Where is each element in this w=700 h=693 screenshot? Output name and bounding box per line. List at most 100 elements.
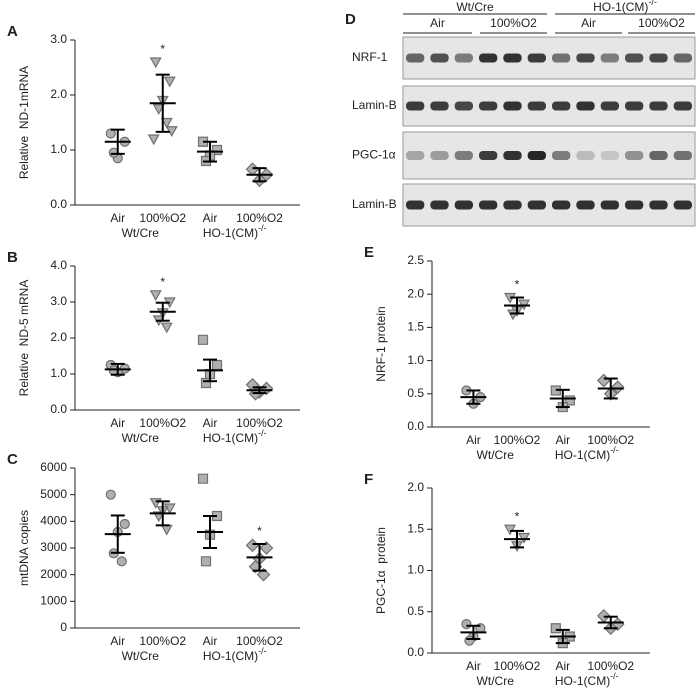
significance-mark: * (257, 524, 262, 538)
blot-band (503, 101, 522, 111)
group-name: HO-1(CM) (555, 448, 610, 462)
y-tick-label: 4.0 (50, 258, 67, 272)
blot-band (649, 53, 668, 63)
group-name: HO-1(CM) (203, 431, 258, 445)
blot-band (406, 151, 425, 160)
blot-band (527, 200, 546, 210)
group-label: HO-1(CM)-/- (555, 445, 619, 462)
panel-label: B (7, 249, 18, 266)
y-tick-label: 1.5 (407, 521, 424, 535)
blot-band (430, 53, 449, 63)
significance-mark: * (515, 278, 520, 292)
y-axis-label: Relative ND-1mRNA (17, 66, 31, 179)
point (596, 373, 611, 388)
row-label: NRF-1 (352, 50, 388, 64)
point (160, 524, 173, 536)
row-label: Lamin-B (352, 197, 397, 211)
y-tick-label: 2.0 (50, 330, 67, 344)
group-label: Wt/Cre (122, 649, 160, 663)
group-superscript: -/- (610, 671, 619, 681)
group-name: Wt/Cre (122, 649, 160, 663)
x-tick-label: Air (203, 416, 218, 430)
y-axis-label: mtDNA copies (17, 510, 31, 586)
blot-band (552, 200, 571, 210)
x-tick-label: Air (466, 433, 481, 447)
blot-band (406, 200, 425, 210)
blot-band (430, 151, 449, 160)
group-superscript: -/- (258, 428, 267, 438)
y-tick-label: 1.0 (50, 142, 67, 156)
x-tick-label: Air (555, 433, 570, 447)
x-tick-label: Air (555, 659, 570, 673)
panel-label: F (364, 471, 373, 488)
y-tick-label: 1.5 (407, 320, 424, 334)
x-tick-label: Air (203, 211, 218, 225)
group-superscript: -/- (648, 0, 657, 7)
group-name: Wt/Cre (477, 674, 515, 688)
y-tick-label: 2000 (40, 567, 67, 581)
blot-band (600, 200, 619, 210)
point (200, 556, 212, 567)
blot-band (673, 151, 692, 160)
y-tick-label: 1.0 (407, 353, 424, 367)
group-superscript: -/- (610, 445, 619, 455)
y-tick-label: 0.0 (50, 402, 67, 416)
group-name: Wt/Cre (477, 448, 515, 462)
blot-band (406, 53, 425, 63)
blot-band (454, 53, 473, 63)
blot-band (406, 101, 425, 111)
point (197, 473, 209, 484)
x-tick-label: 100%O2 (236, 634, 283, 648)
blot-band (625, 101, 644, 111)
y-tick-label: 0 (60, 620, 67, 634)
point (245, 538, 260, 553)
blot-band (503, 151, 522, 160)
blot-band (576, 151, 595, 160)
point (550, 623, 561, 634)
group-label: HO-1(CM)-/- (593, 0, 657, 14)
blot-band (527, 151, 546, 160)
point (518, 532, 531, 544)
group-name: Wt/Cre (456, 0, 494, 14)
x-tick-label: 100%O2 (494, 659, 541, 673)
y-tick-label: 5000 (40, 487, 67, 501)
blot-strip (402, 131, 696, 180)
blot-band (479, 53, 498, 63)
blot-band (527, 101, 546, 111)
blot-band (527, 53, 546, 63)
blot-band (552, 151, 571, 160)
y-tick-label: 2.0 (407, 480, 424, 494)
x-tick-label: Air (466, 659, 481, 673)
point (119, 518, 130, 530)
blot-band (430, 101, 449, 111)
y-tick-label: 0.0 (50, 197, 67, 211)
group-label: HO-1(CM)-/- (203, 223, 267, 240)
point (149, 290, 162, 302)
lane-label: Air (430, 16, 445, 30)
point (610, 380, 625, 395)
point (105, 489, 116, 500)
row-label: PGC-1α (352, 148, 396, 162)
point (245, 162, 260, 177)
group-label: HO-1(CM)-/- (203, 428, 267, 445)
significance-mark: * (160, 42, 165, 56)
panel-label: D (345, 11, 356, 28)
y-tick-label: 2.0 (50, 87, 67, 101)
blot-band (430, 200, 449, 210)
blot-band (625, 53, 644, 63)
blot-band (600, 53, 619, 63)
group-name: HO-1(CM) (555, 674, 610, 688)
point (160, 322, 173, 334)
blot-band (454, 101, 473, 111)
blot-band (600, 101, 619, 111)
row-label: Lamin-B (352, 98, 397, 112)
y-tick-label: 0.0 (407, 645, 424, 659)
y-axis-label: PGC-1α protein (374, 527, 388, 614)
y-tick-label: 1.0 (407, 563, 424, 577)
blot-band (576, 200, 595, 210)
group-label: Wt/Cre (456, 0, 494, 14)
blot-strip (402, 36, 696, 80)
blot-band (479, 101, 498, 111)
blot-band (649, 200, 668, 210)
